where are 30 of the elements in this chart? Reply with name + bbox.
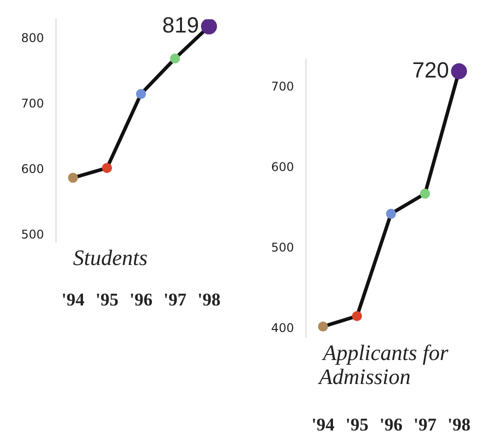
x-tick-label: '94 [61,289,85,310]
text: Applicants for Admission [317,340,449,389]
x-tick-label: '95 [345,414,369,434]
point [102,162,112,173]
point [68,172,78,183]
x-tick-label: '97 [163,289,187,310]
point [386,208,396,219]
y-tick-label: 600 [21,162,44,176]
x-tick-label: '96 [379,414,403,434]
x-tick-label: '97 [413,414,437,434]
y-tick-label: 700 [271,80,294,94]
y-tick-label: 800 [21,30,44,45]
point [420,188,430,199]
text: Students [73,244,148,270]
data-label: 720 [412,57,449,82]
x-tick-label: '98 [447,414,471,434]
y-tick-label: 600 [271,160,294,174]
x-tick-label: '96 [129,289,153,310]
y-tick-label: 500 [271,240,294,255]
point [352,311,362,322]
y-tick-label: 500 [21,228,44,242]
x-tick-label: '98 [197,289,221,310]
data-label: 819 [162,12,199,38]
x-tick-label: '94 [311,414,335,434]
y-tick-label: 400 [271,321,294,336]
x-tick-label: '95 [95,289,119,310]
y-tick-label: 700 [21,96,44,111]
point [170,54,180,64]
point [318,322,328,332]
point [136,88,146,99]
